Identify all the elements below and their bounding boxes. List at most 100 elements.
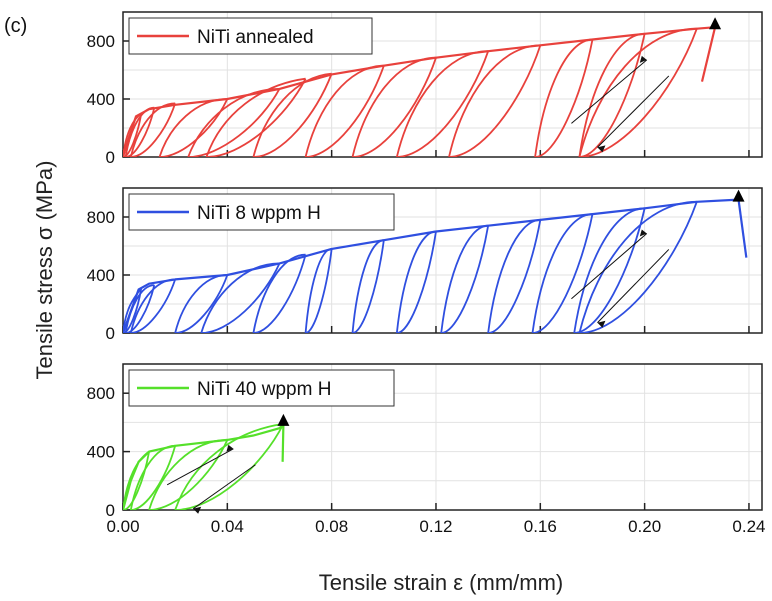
panel-3: 0 400 800 0.00 0.04 0.08 0.12 0.16 0.20 0.24 NiTi … [87, 363, 766, 536]
arrow-unloading [192, 464, 256, 510]
y-tick-label: 400 [87, 443, 115, 462]
panel-frame [122, 11, 763, 158]
panels: 0 400 800 NiTi annealed 0 400 800 NiTi 8 wppm H… [87, 11, 766, 536]
series-unload-curve [175, 423, 285, 510]
arrow-loading [571, 59, 648, 124]
series-unload-curve [579, 28, 698, 157]
arrow-unloading [597, 75, 670, 148]
series-reload-curve [487, 219, 541, 333]
series-reload-curve [124, 106, 155, 157]
series-unload-curve [579, 201, 698, 333]
series-unload-curve [253, 73, 333, 157]
series-unload-curve [448, 45, 542, 157]
y-tick-label: 800 [87, 384, 115, 403]
y-axis-title: Tensile stress σ (MPa) [32, 161, 57, 380]
series-reload-curve [252, 253, 306, 333]
series-unload-curve [487, 219, 542, 333]
panel-series [123, 422, 285, 510]
legend-label: NiTi annealed [197, 27, 314, 48]
series-reload-curve [129, 102, 176, 157]
failure-marker [709, 17, 722, 30]
series-reload-curve [123, 112, 142, 157]
figure-label: (c) [4, 15, 27, 37]
arrow-loading-head [639, 229, 647, 237]
series-unload-curve [305, 248, 333, 333]
series-unload-curve [352, 240, 385, 333]
series-unload-curve [201, 263, 281, 333]
series-reload-curve [304, 248, 332, 333]
series-reload-curve [174, 274, 228, 333]
series-failure-drop [281, 423, 285, 462]
series-unload-curve [130, 279, 177, 333]
series-unload-curve [396, 231, 437, 333]
series-unload-curve [305, 65, 385, 157]
arrow-loading [571, 233, 648, 300]
x-tick-label: 0.16 [524, 517, 557, 536]
series-reload-curve [440, 224, 489, 333]
series-reload-curve [395, 230, 437, 333]
series-reload-curve [123, 450, 150, 510]
series-unload-curve [532, 213, 594, 333]
arrow-unloading-head [597, 145, 606, 153]
series-reload-curve [148, 439, 228, 510]
x-axis-title: Tensile strain ε (mm/mm) [319, 570, 564, 595]
panel-2: 0 400 800 NiTi 8 wppm H [87, 187, 763, 343]
series-reload-curve [531, 213, 593, 333]
panel-series [123, 198, 748, 333]
series-unload-curve [123, 113, 143, 157]
panel-series [123, 26, 717, 157]
arrow-unloading-head [597, 320, 606, 328]
series-unload-curve [130, 103, 177, 157]
series-unload-curve [130, 445, 177, 510]
x-tick-label: 0.12 [419, 517, 452, 536]
series-reload-curve [351, 239, 385, 333]
y-tick-label: 800 [87, 208, 115, 227]
series-reload-curve [448, 44, 541, 157]
series-reload-curve [252, 72, 332, 157]
series-unload-curve [352, 57, 437, 157]
series-unload-curve [175, 274, 229, 333]
x-tick-label: 0.00 [106, 517, 139, 536]
arrow-unloading-head [193, 506, 202, 514]
series-reload-curve [578, 32, 645, 157]
arrow-loading-head [639, 55, 647, 63]
series-reload-curve [123, 287, 142, 333]
series-reload-curve [304, 64, 384, 157]
legend-box [128, 193, 395, 231]
series-unload-curve [441, 225, 490, 333]
series-reload-curve [205, 77, 306, 157]
series-reload-curve [129, 444, 176, 510]
series-reload-curve [351, 56, 436, 157]
series-unload-curve [534, 39, 594, 157]
x-tick-label: 0.08 [315, 517, 348, 536]
y-tick-label: 0 [106, 501, 115, 520]
series-unload-curve [253, 254, 307, 333]
series-envelope [123, 198, 739, 333]
arrow-loading-head [226, 444, 234, 452]
series-unload-curve [396, 50, 489, 157]
x-tick-label: 0.24 [732, 517, 765, 536]
x-tick-label: 0.20 [628, 517, 661, 536]
y-tick-label: 0 [106, 324, 115, 343]
series-unload-curve [574, 208, 646, 333]
y-tick-label: 800 [87, 32, 115, 51]
series-reload-curve [124, 284, 155, 333]
series-unload-curve [123, 451, 150, 510]
panel-frame [122, 363, 763, 511]
y-tick-label: 0 [106, 148, 115, 167]
series-reload-curve [534, 38, 593, 157]
series-reload-curve [578, 27, 697, 157]
series-reload-curve [395, 50, 489, 157]
series-reload-curve [158, 98, 228, 157]
series-unload-curve [188, 88, 281, 157]
series-reload-curve [174, 422, 284, 510]
y-tick-label: 400 [87, 90, 115, 109]
series-reload-curve [129, 278, 176, 333]
series-reload-curve [573, 207, 645, 333]
arrow-loading [166, 448, 234, 486]
series-failure-drop [700, 26, 717, 82]
series-unload-curve [579, 33, 646, 157]
series-reload-curve [578, 200, 697, 333]
legend-label: NiTi 8 wppm H [197, 203, 321, 224]
